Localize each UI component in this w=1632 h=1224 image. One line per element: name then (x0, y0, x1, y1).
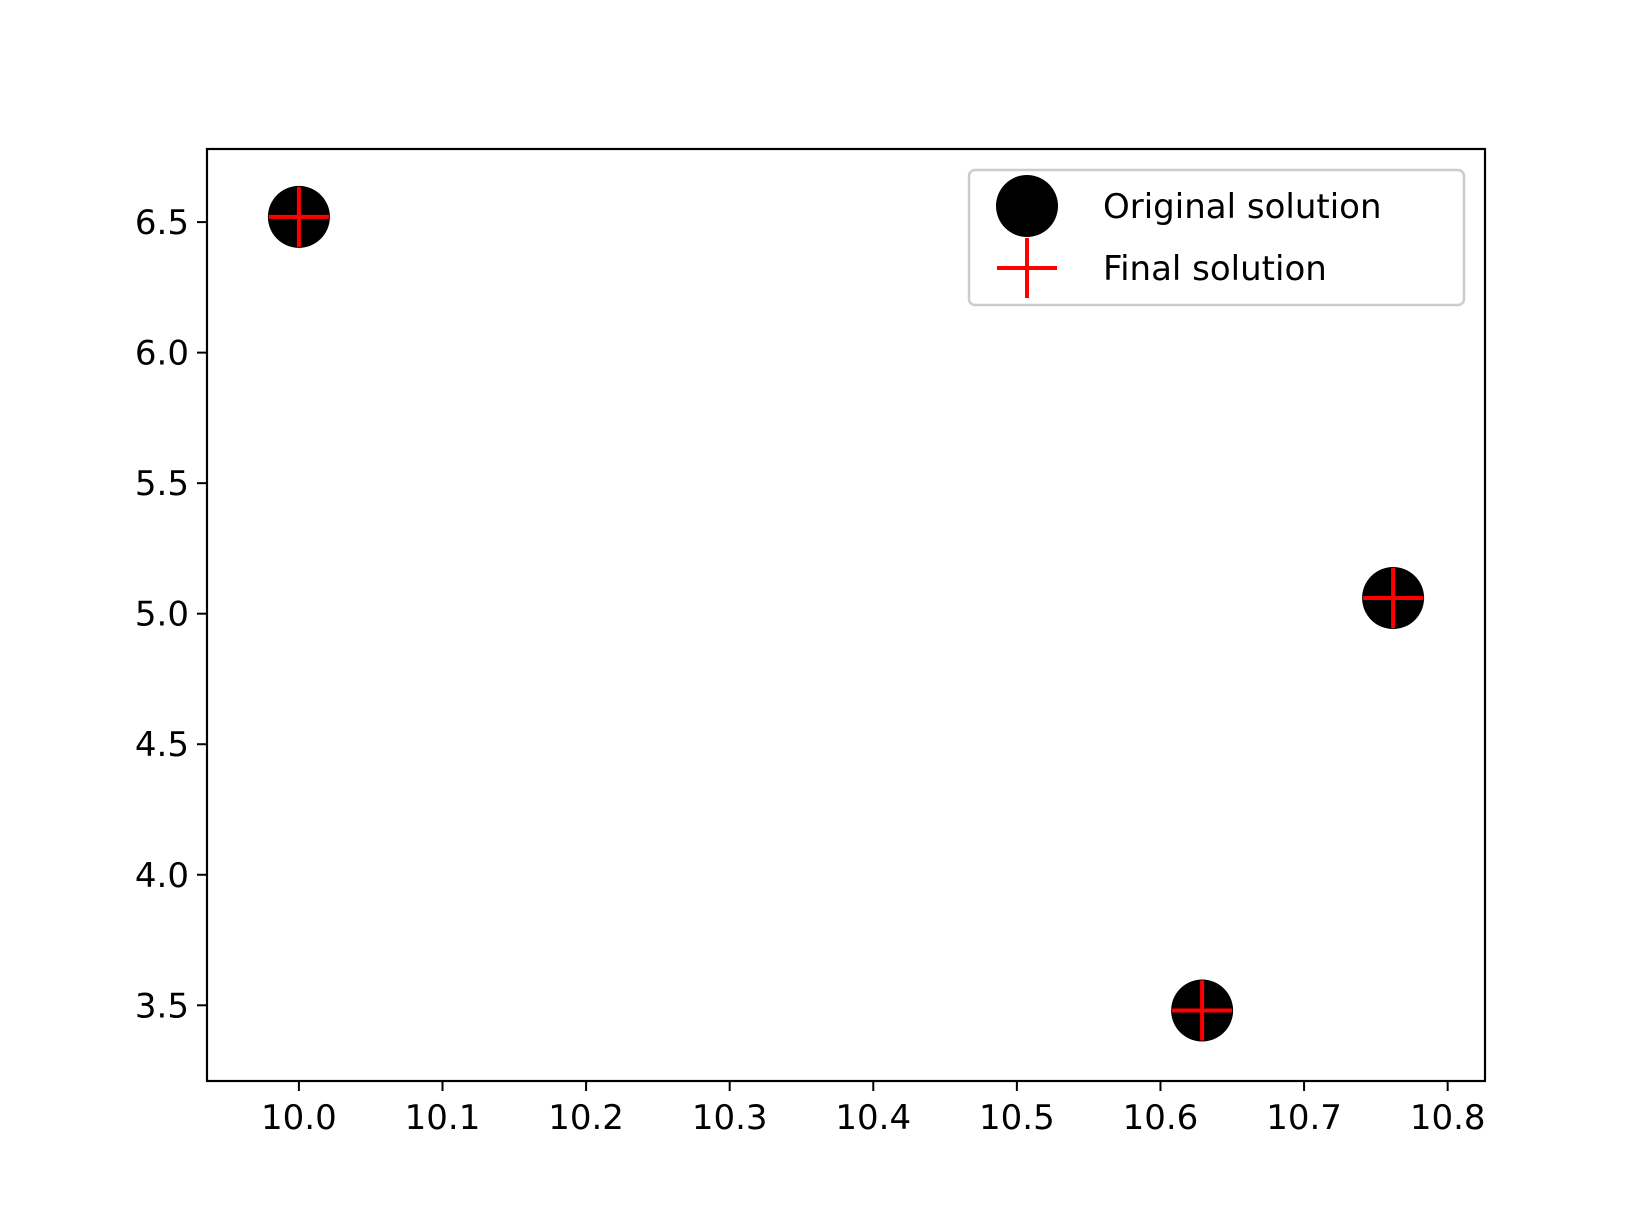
x-tick-label: 10.8 (1410, 1098, 1486, 1138)
y-tick-label: 4.0 (135, 856, 189, 896)
legend-box (967, 168, 1466, 307)
x-tick-label: 10.2 (548, 1098, 624, 1138)
x-axis-ticks: 10.0 10.1 10.2 10.3 10.4 10.5 10.6 10.7 10.8 (261, 1081, 1486, 1138)
y-tick-label: 5.5 (135, 464, 189, 504)
legend: Original solution Final solution (967, 168, 1466, 307)
plot-area-frame (205, 147, 1487, 1083)
data-points (267, 185, 1425, 1042)
x-tick-label: 10.0 (261, 1098, 337, 1138)
y-tick-label: 4.5 (135, 725, 189, 765)
legend-final-label: Final solution (1103, 249, 1327, 289)
x-tick-label: 10.7 (1266, 1098, 1342, 1138)
x-tick-label: 10.3 (692, 1098, 768, 1138)
legend-original-label: Original solution (1103, 187, 1382, 227)
x-tick-label: 10.1 (405, 1098, 481, 1138)
y-tick-label: 3.5 (135, 986, 189, 1026)
y-tick-label: 6.5 (135, 203, 189, 243)
y-tick-label: 6.0 (135, 334, 189, 374)
y-axis-ticks: 3.5 4.0 4.5 5.0 5.5 6.0 6.5 (135, 203, 207, 1026)
y-tick-label: 5.0 (135, 595, 189, 635)
x-tick-label: 10.5 (979, 1098, 1055, 1138)
x-tick-label: 10.4 (835, 1098, 911, 1138)
legend-original-marker (996, 175, 1058, 237)
x-tick-label: 10.6 (1123, 1098, 1199, 1138)
